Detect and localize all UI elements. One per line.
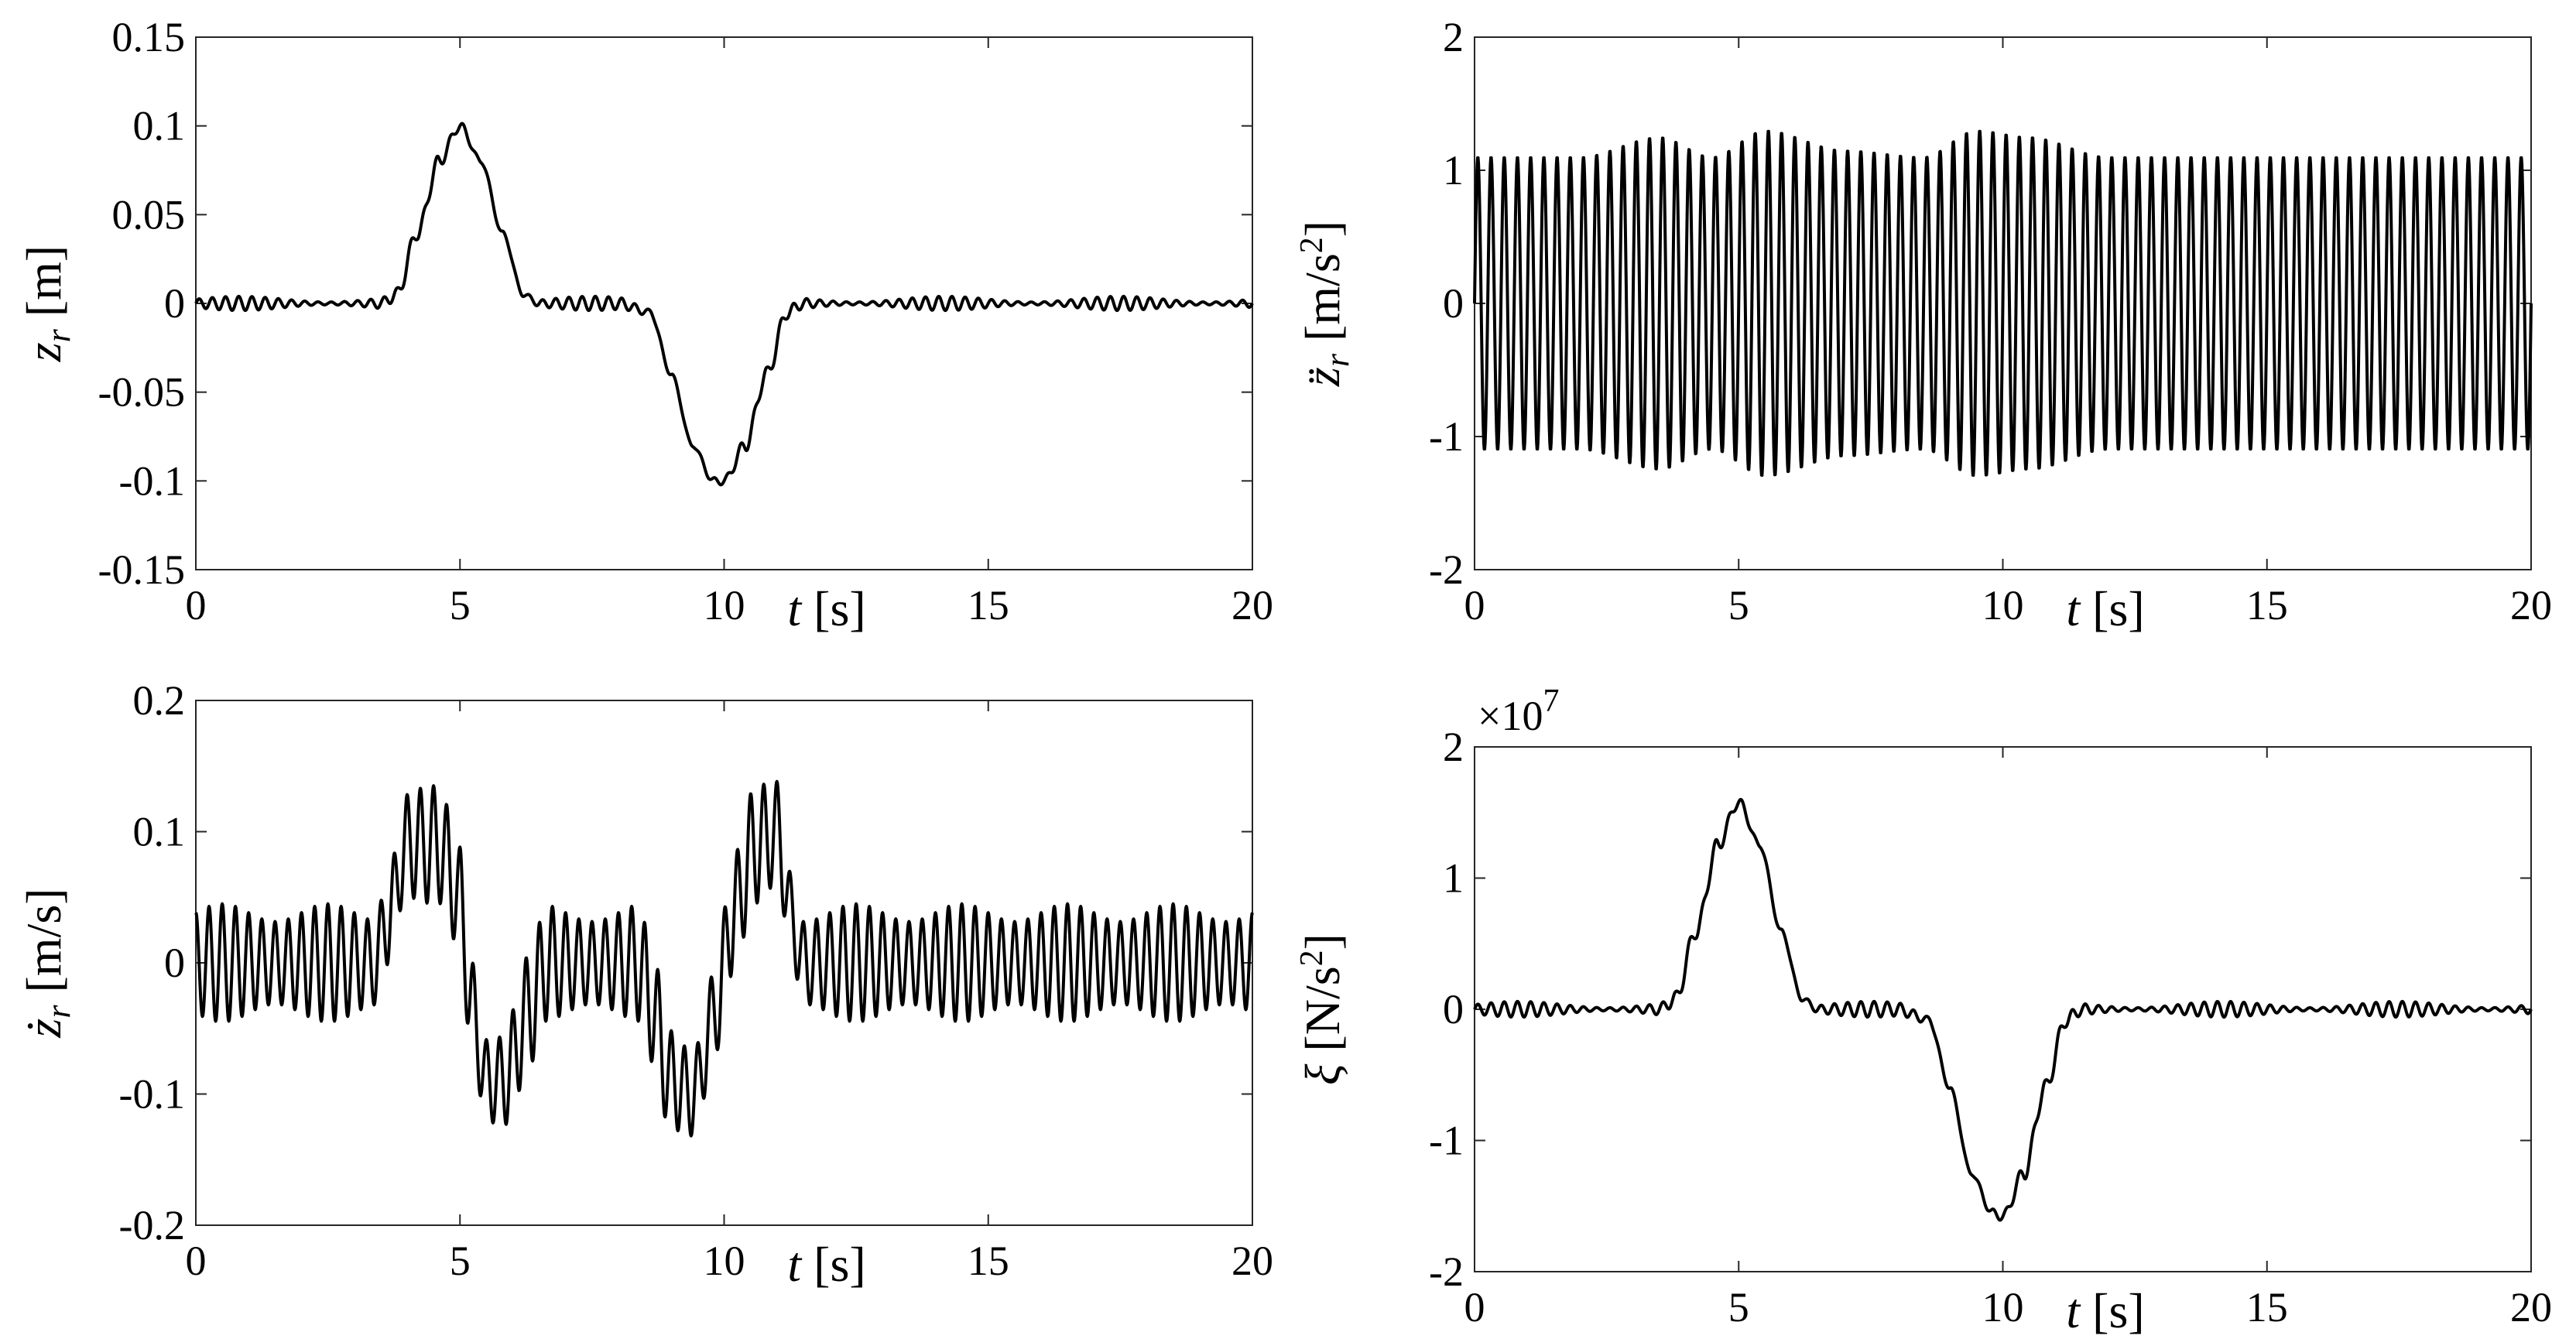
x-tick-label: 0: [1464, 1284, 1485, 1330]
x-tick-label: 10: [704, 1238, 745, 1284]
series-line: [1473, 129, 2533, 478]
y-tick-label: 0.05: [112, 191, 186, 238]
y-axis-label: żr [m/s]: [16, 888, 77, 1038]
y-axis-label: ξ [N/s2]: [1294, 933, 1350, 1085]
x-tick-label: 5: [450, 582, 471, 628]
y-tick-label: 0.1: [133, 103, 186, 149]
y-tick-label: -0.1: [119, 457, 185, 504]
x-tick-label: 15: [968, 582, 1009, 628]
y-tick-label: -1: [1429, 1118, 1464, 1164]
y-tick-label: -0.2: [119, 1202, 185, 1248]
x-tick-label: 5: [450, 1238, 471, 1284]
axes-box: [195, 700, 1253, 1226]
x-tick-label: 10: [1982, 1284, 2024, 1330]
y-tick-label: 2: [1443, 724, 1464, 770]
x-tick-label: 15: [2246, 582, 2288, 628]
x-tick-label: 15: [2246, 1284, 2288, 1330]
y-tick-label: 0: [164, 940, 185, 986]
y-tick-label: -2: [1429, 1248, 1464, 1295]
x-tick-label: 0: [186, 582, 207, 628]
x-tick-label: 10: [1982, 582, 2024, 628]
subplot-zr-velocity: 0 5 10 15 20 -0.2 -0.1 0 0.1 0.2 t [s] żr [m/s]: [16, 677, 1273, 1292]
x-tick-label: 15: [968, 1238, 1009, 1284]
x-tick-label: 20: [1231, 582, 1273, 628]
y-tick-label: 0.1: [133, 809, 186, 855]
x-tick-label: 5: [1728, 1284, 1749, 1330]
x-axis-label: t [s]: [787, 1237, 865, 1292]
axes-box: [1474, 746, 2532, 1272]
y-tick-label: 1: [1443, 855, 1464, 902]
y-tick-label: -2: [1429, 546, 1464, 593]
y-tick-label: 1: [1443, 147, 1464, 193]
x-tick-label: 20: [1231, 1238, 1273, 1284]
y-tick-label: 0: [1443, 280, 1464, 327]
x-axis-label: t [s]: [787, 581, 865, 636]
y-tick-label: -0.1: [119, 1071, 185, 1118]
x-axis-label: t [s]: [2066, 581, 2144, 636]
y-tick-label: -1: [1429, 413, 1464, 460]
x-tick-label: 0: [186, 1238, 207, 1284]
y-tick-label: 0: [1443, 986, 1464, 1033]
y-axis-label: z̈r [m/s2]: [1294, 221, 1356, 387]
y-tick-label: 0.2: [133, 677, 186, 724]
x-tick-label: 5: [1728, 582, 1749, 628]
x-tick-label: 10: [704, 582, 745, 628]
subplot-xi-force-rate: 0 5 10 15 20 -2 -1 0 1 2 t [s] ξ [N/s2] ×107: [1294, 683, 2552, 1338]
y-tick-label: -0.05: [98, 369, 185, 416]
x-tick-label: 0: [1464, 582, 1485, 628]
y-tick-label: 2: [1443, 14, 1464, 60]
x-axis-label: t [s]: [2066, 1283, 2144, 1338]
subplot-zr-position: 0 5 10 15 20 -0.15 -0.1 -0.05 0 0.05 0.1 0.15 t [s] z…: [16, 14, 1273, 636]
series-line: [1473, 797, 2533, 1222]
series-line: [194, 122, 1254, 487]
y-tick-label: -0.15: [98, 546, 185, 593]
y-axis-label: zr [m]: [16, 245, 77, 362]
y-multiplier: ×107: [1478, 683, 1559, 739]
subplot-zr-acceleration: 0 5 10 15 20 -2 -1 0 1 2 t [s] z̈r [m/s2]: [1294, 14, 2552, 636]
x-tick-label: 20: [2510, 1284, 2552, 1330]
series-line: [194, 779, 1254, 1138]
y-tick-label: 0: [164, 280, 185, 327]
x-tick-label: 20: [2510, 582, 2552, 628]
y-tick-label: 0.15: [112, 14, 186, 60]
